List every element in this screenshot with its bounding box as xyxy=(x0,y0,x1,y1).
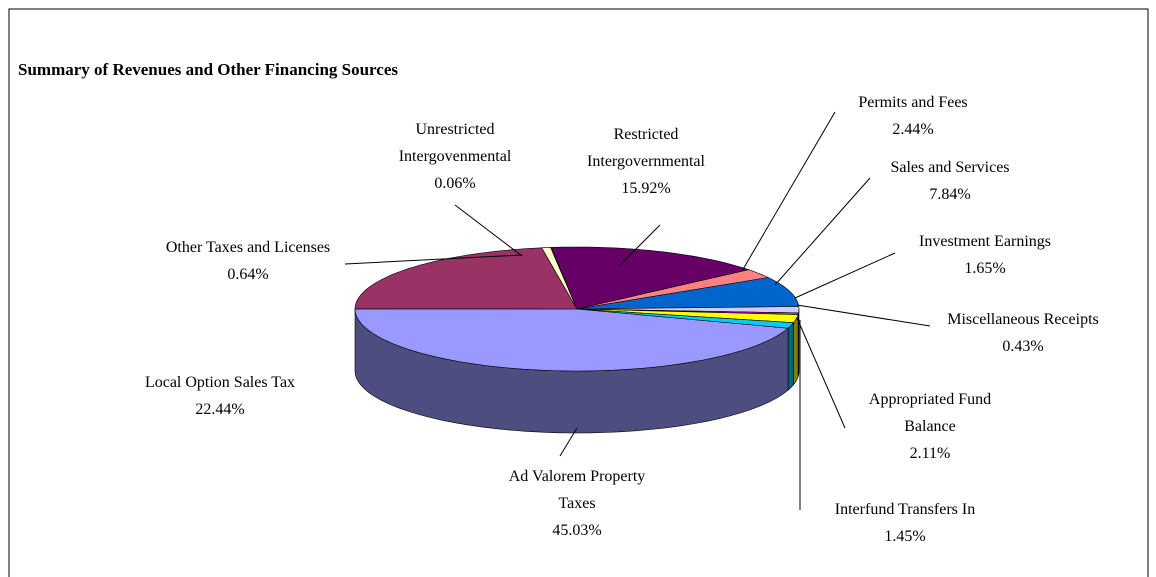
category-label: Appropriated Fund Balance xyxy=(868,391,992,435)
slice xyxy=(354,247,578,310)
category-label: Unrestricted Intergovenmental xyxy=(398,121,512,165)
value-label: 0.64% xyxy=(227,266,269,283)
value-label: 15.92% xyxy=(621,180,671,197)
value-label: 1.45% xyxy=(884,528,926,545)
category-label: Interfund Transfers In xyxy=(834,501,976,518)
data-label: Sales and Services 7.84% xyxy=(860,154,1040,208)
value-label: 45.03% xyxy=(552,522,602,539)
category-label: Ad Valorem Property Taxes xyxy=(508,468,646,512)
value-label: 22.44% xyxy=(195,401,245,418)
data-label: Local Option Sales Tax 22.44% xyxy=(110,369,330,423)
leader-line xyxy=(559,427,578,457)
value-label: 2.11% xyxy=(909,445,951,462)
chart-title: Summary of Revenues and Other Financing … xyxy=(18,60,399,79)
data-label: Appropriated Fund Balance 2.11% xyxy=(855,386,1005,467)
slice xyxy=(550,246,750,310)
value-label: 2.44% xyxy=(892,121,934,138)
category-label: Sales and Services xyxy=(890,159,1010,176)
data-label: Miscellaneous Receipts 0.43% xyxy=(918,306,1128,360)
slice-side xyxy=(793,314,799,386)
category-label: Local Option Sales Tax xyxy=(144,374,296,391)
data-label: Investment Earnings 1.65% xyxy=(895,228,1075,282)
data-label: Ad Valorem Property Taxes 45.03% xyxy=(492,463,662,544)
data-label: Unrestricted Intergovenmental 0.06% xyxy=(375,116,535,197)
category-label: Miscellaneous Receipts xyxy=(947,311,1099,328)
data-label: Other Taxes and Licenses 0.64% xyxy=(128,234,368,288)
category-label: Permits and Fees xyxy=(858,94,968,111)
leader-line xyxy=(794,252,896,299)
leader-line xyxy=(344,254,523,265)
category-label: Investment Earnings xyxy=(919,233,1051,250)
slice xyxy=(576,269,770,310)
leader-line xyxy=(796,304,931,327)
slice xyxy=(576,308,795,329)
leader-line xyxy=(741,111,836,272)
slice-side xyxy=(787,321,794,391)
category-label: Other Taxes and Licenses xyxy=(165,239,331,256)
value-label: 0.06% xyxy=(434,175,476,192)
data-label: Restricted Intergovernmental 15.92% xyxy=(561,121,731,202)
slice xyxy=(354,308,789,372)
leader-line xyxy=(796,317,846,429)
data-label: Interfund Transfers In 1.45% xyxy=(815,496,995,550)
leader-line xyxy=(774,177,871,286)
leader-line xyxy=(619,224,661,266)
value-label: 7.84% xyxy=(929,186,971,203)
leader-line xyxy=(454,204,523,257)
data-label: Permits and Fees 2.44% xyxy=(833,89,993,143)
value-label: 1.65% xyxy=(964,260,1006,277)
frame xyxy=(8,8,1149,577)
value-label: 0.43% xyxy=(1002,338,1044,355)
category-label: Restricted Intergovernmental xyxy=(587,126,705,170)
slice xyxy=(576,277,800,310)
